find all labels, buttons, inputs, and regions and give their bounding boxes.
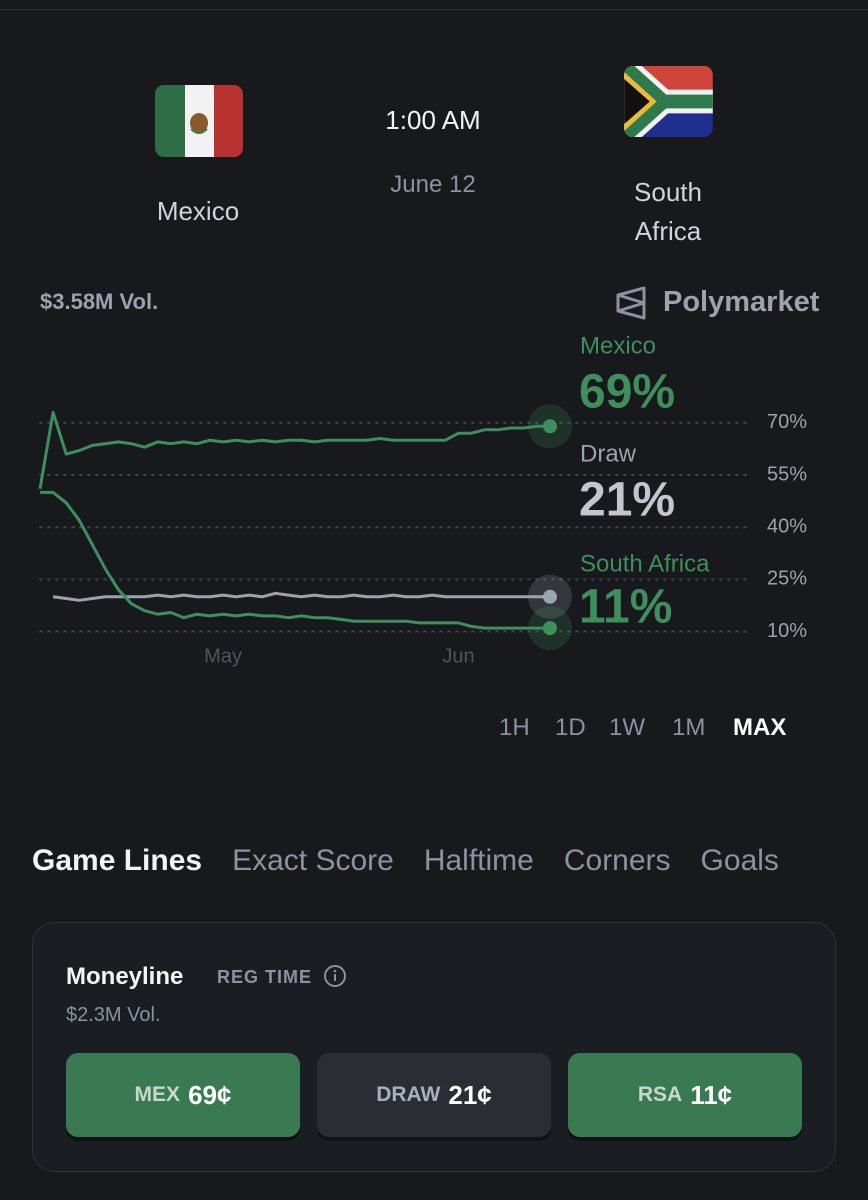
market-tag: REG TIME [217, 967, 313, 987]
tab[interactable]: Goals [700, 844, 779, 877]
end-dot [543, 589, 557, 604]
series-name: Draw [580, 440, 637, 467]
chart: 10% 25% 40% 55% 70% May Jun Mexico 69% Draw 21% Sou… [38, 332, 807, 667]
end-dot [543, 419, 557, 434]
info-icon[interactable] [323, 964, 347, 988]
market-volume: $2.3M Vol. [66, 1004, 161, 1026]
volume: $3.58M Vol. [40, 289, 159, 314]
tab[interactable]: Exact Score [232, 844, 394, 877]
x-tick-label: May [204, 645, 242, 667]
outcome-button[interactable]: RSA 11¢ [568, 1053, 802, 1137]
flag-south-africa [624, 66, 713, 137]
market-card: Moneyline REG TIME $2.3M Vol. MEX 69¢ DRA… [32, 922, 836, 1172]
range-button[interactable]: 1D [555, 714, 586, 741]
brand-logo [616, 286, 646, 320]
outcome-price: 11¢ [690, 1079, 733, 1110]
range-button[interactable]: MAX [733, 714, 787, 741]
series-current: 21% [579, 474, 675, 527]
series-name: Mexico [580, 332, 656, 359]
y-tick-label: 25% [767, 568, 807, 590]
tab[interactable]: Corners [563, 844, 671, 877]
outcome-button[interactable]: MEX 69¢ [66, 1053, 300, 1137]
match-time: 1:00 AM [385, 105, 481, 135]
end-dot [543, 621, 557, 636]
brand: Polymarket [663, 286, 820, 318]
series-line [40, 490, 550, 630]
x-tick-label: Jun [442, 645, 474, 667]
tab[interactable]: Halftime [423, 844, 534, 877]
outcome-code: MEX [134, 1083, 181, 1106]
home-team: Mexico [156, 196, 240, 226]
tab[interactable]: Game Lines [32, 844, 203, 877]
divider [0, 9, 868, 10]
series-name: South Africa [580, 550, 710, 577]
y-tick-label: 10% [767, 620, 807, 642]
outcome-code: RSA [637, 1083, 683, 1106]
outcome-price: 69¢ [188, 1079, 232, 1110]
y-tick-label: 70% [767, 411, 807, 433]
series-current: 11% [579, 581, 672, 634]
outcome-price: 21¢ [448, 1079, 492, 1110]
outcome-button[interactable]: DRAW 21¢ [317, 1053, 551, 1137]
tab-bar: Game Lines Exact Score Halftime Corners Goal… [32, 844, 838, 888]
range-button[interactable]: 1H [499, 714, 530, 741]
flag-mexico [155, 85, 243, 157]
series-current: 69% [579, 366, 675, 419]
market-title: Moneyline [66, 963, 184, 990]
outcome-code: DRAW [376, 1083, 441, 1106]
match-date: June 12 [390, 171, 476, 198]
range-button[interactable]: 1W [609, 714, 645, 741]
range-button[interactable]: 1M [672, 714, 706, 741]
away-team: South Africa [634, 177, 702, 246]
y-tick-label: 40% [767, 515, 807, 537]
series-line [38, 410, 550, 490]
y-tick-label: 55% [767, 463, 807, 485]
series-line [52, 591, 550, 602]
